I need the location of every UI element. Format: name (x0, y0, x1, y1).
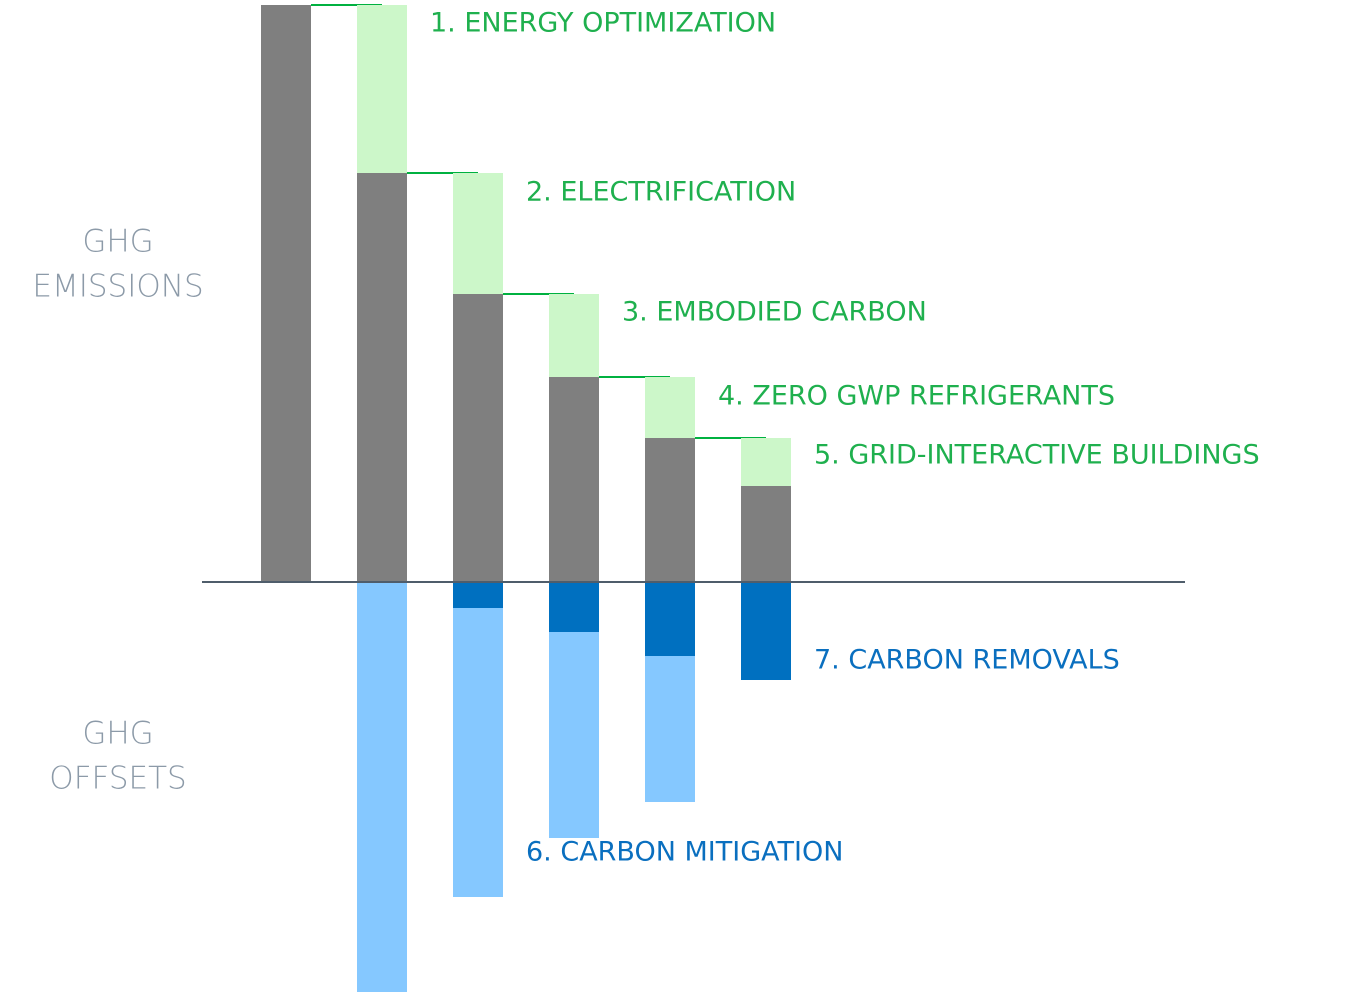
mitigation-bar (645, 656, 695, 802)
emission-bar (261, 5, 311, 582)
emission-bar (453, 294, 503, 582)
side-label: EMISSIONS (32, 269, 203, 305)
emission-bar (645, 438, 695, 582)
step-label: 6. CARBON MITIGATION (526, 837, 843, 868)
mitigation-bar (453, 608, 503, 897)
step-label: 3. EMBODIED CARBON (622, 297, 927, 328)
side-label: OFFSETS (49, 761, 186, 797)
reduction-band (453, 173, 503, 294)
mitigation-bar (357, 582, 407, 992)
removal-bar (741, 582, 791, 680)
removal-bar (549, 582, 599, 632)
mitigation-bar (549, 632, 599, 838)
removal-bar (453, 582, 503, 608)
side-label: GHG (82, 716, 153, 752)
step-label: 7. CARBON REMOVALS (814, 645, 1120, 676)
removal-bar (645, 582, 695, 656)
emission-bar (741, 486, 791, 582)
reduction-band (741, 438, 791, 486)
step-label: 1. ENERGY OPTIMIZATION (430, 8, 776, 39)
reduction-band (357, 5, 407, 173)
step-label: 5. GRID-INTERACTIVE BUILDINGS (814, 440, 1260, 471)
step-label: 4. ZERO GWP REFRIGERANTS (718, 381, 1115, 412)
side-label: GHG (82, 224, 153, 260)
emission-bar (549, 377, 599, 582)
emission-bar (357, 173, 407, 582)
reduction-band (645, 377, 695, 438)
step-label: 2. ELECTRIFICATION (526, 177, 796, 208)
reduction-band (549, 294, 599, 377)
